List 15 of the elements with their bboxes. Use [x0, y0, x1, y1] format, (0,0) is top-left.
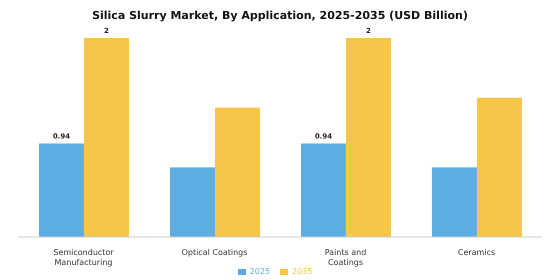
legend-label: 2025	[250, 267, 270, 276]
bar	[84, 38, 129, 237]
bar	[38, 143, 84, 237]
bar	[214, 108, 260, 237]
bar	[432, 167, 477, 237]
legend-label: 2035	[292, 267, 312, 276]
x-tick-label: Ceramics	[458, 248, 496, 257]
bar	[476, 98, 522, 237]
chart-title: Silica Slurry Market, By Application, 2025-2035 (USD Billion)	[91, 8, 469, 24]
x-tick-label: Optical Coatings	[182, 248, 248, 257]
bar	[170, 167, 215, 237]
bar	[300, 143, 346, 237]
x-tick-label: Semiconductor Manufacturing	[53, 248, 114, 267]
x-tick-label: Paints and Coatings	[324, 248, 366, 267]
bar	[346, 38, 391, 237]
